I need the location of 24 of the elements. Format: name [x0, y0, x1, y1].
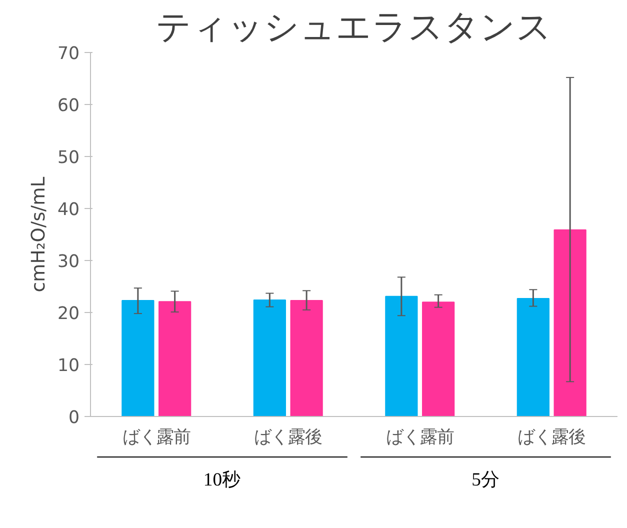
- y-tick-label: 30: [57, 252, 80, 272]
- bar: [253, 300, 286, 416]
- bar: [158, 301, 192, 416]
- y-tick-label: 0: [68, 408, 80, 428]
- bar: [516, 298, 550, 416]
- text: 10秒: [203, 469, 242, 490]
- y-tick-label: 50: [57, 148, 80, 168]
- x-tick-label: ばく露後: [518, 428, 586, 448]
- y-axis-title: cmH₂O/s/mL: [28, 176, 50, 292]
- chart-title: ティッシュエラスタンス: [156, 8, 552, 48]
- bar: [290, 300, 323, 416]
- bar: [122, 300, 154, 416]
- y-tick-label: 70: [57, 44, 80, 64]
- y-tick-label: 40: [57, 200, 80, 220]
- text: 5分: [472, 469, 500, 490]
- x-tick-label: ばく露後: [254, 428, 322, 448]
- x-tick-label: ばく露前: [122, 428, 190, 448]
- y-tick-label: 60: [57, 96, 80, 116]
- x-tick-label: ばく露前: [386, 428, 454, 448]
- bar: [554, 229, 586, 416]
- y-tick-label: 20: [57, 304, 80, 324]
- bar: [385, 296, 418, 416]
- y-tick-label: 10: [57, 356, 80, 376]
- bar: [422, 302, 455, 416]
